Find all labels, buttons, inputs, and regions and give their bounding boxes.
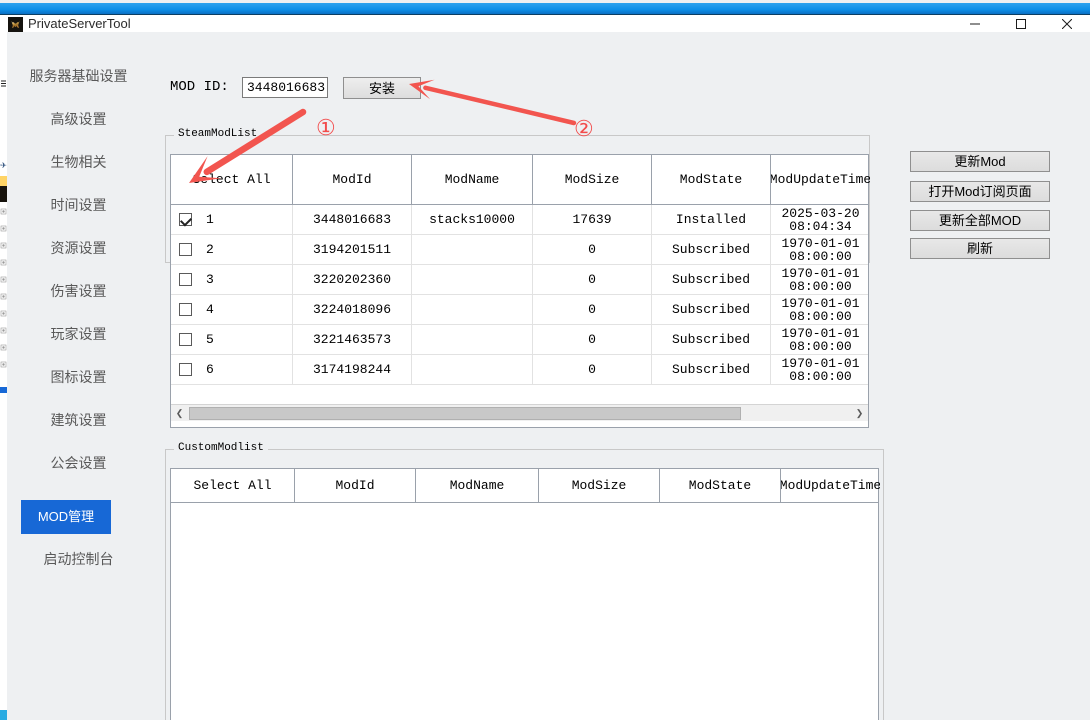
svg-text:✈: ✈	[0, 161, 7, 170]
